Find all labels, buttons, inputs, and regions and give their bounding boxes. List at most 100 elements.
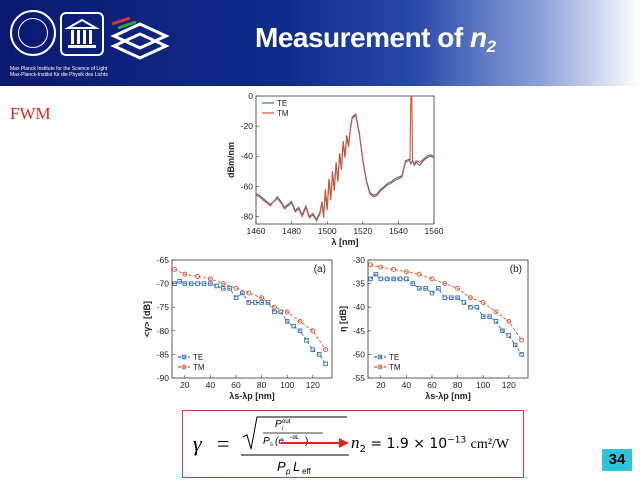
data-point-te bbox=[208, 281, 213, 286]
x-tick-label: 1460 bbox=[247, 226, 266, 236]
legend-label-tm: TM bbox=[389, 363, 401, 372]
plot-area bbox=[255, 95, 435, 225]
gamma-chart-svg: 20 40 60 80 100 120 -65 -70 -75 -80 -85 -90 λs-λp [n… bbox=[142, 255, 333, 401]
x-tick-label: 80 bbox=[257, 380, 267, 390]
data-point-te bbox=[233, 295, 239, 301]
data-point-tm bbox=[207, 276, 213, 282]
y-tick-label: -20 bbox=[241, 121, 254, 131]
data-point-te bbox=[172, 281, 177, 286]
data-point-tm bbox=[455, 285, 461, 291]
data-point-te bbox=[436, 286, 441, 291]
equals-sign: = bbox=[217, 431, 230, 456]
data-point-te bbox=[297, 328, 303, 334]
y-tick-label: -80 bbox=[241, 211, 254, 221]
gamma-fraction: P out i P s (e −αL ) P p L eff bbox=[241, 416, 349, 476]
x-tick-label: 1540 bbox=[389, 226, 408, 236]
data-point-tm bbox=[403, 269, 409, 275]
x-tick-label: 1480 bbox=[282, 226, 301, 236]
gamma-chart: 20 40 60 80 100 120 -65 -70 -75 -80 -85 -90 λs-λp [n… bbox=[140, 254, 338, 408]
exp-sup: −αL bbox=[289, 435, 299, 441]
y-tick-label: -85 bbox=[157, 349, 170, 359]
data-point-te bbox=[373, 271, 378, 277]
y-axis-label: η [dB] bbox=[338, 306, 348, 332]
y-tick-label: -55 bbox=[353, 373, 366, 383]
data-point-te bbox=[284, 319, 290, 324]
x-tick-label: 80 bbox=[453, 380, 463, 390]
legend-label-tm: TM bbox=[193, 363, 205, 372]
x-tick-label: 60 bbox=[231, 380, 241, 390]
series-line-tm bbox=[370, 264, 522, 341]
data-point-te bbox=[265, 300, 271, 305]
y-axis-label: dBm/nm bbox=[226, 142, 236, 178]
data-point-tm bbox=[493, 309, 499, 315]
series-line-te bbox=[370, 273, 522, 355]
x-tick-label: 100 bbox=[476, 380, 490, 390]
legend-label-te: TE bbox=[277, 99, 287, 108]
data-point-tm bbox=[297, 318, 303, 324]
data-point-te bbox=[512, 342, 518, 348]
n2-result: n2 = 1.9 × 10−13 cm²/W bbox=[351, 433, 510, 455]
legend-label-tm: TM bbox=[277, 109, 289, 118]
panel-label: (b) bbox=[510, 264, 522, 275]
y-tick-label: -60 bbox=[241, 181, 254, 191]
denom-p-sub: p bbox=[285, 467, 291, 476]
logo-caption: Max Planck Institute for the Science of … bbox=[10, 66, 108, 78]
x-tick-label: 20 bbox=[376, 380, 386, 390]
data-point-tm bbox=[220, 281, 226, 287]
y-tick-label: -30 bbox=[353, 255, 366, 265]
data-point-te bbox=[246, 300, 252, 305]
legend-label-te: TE bbox=[193, 353, 203, 362]
data-point-te bbox=[500, 328, 505, 334]
mpg-minerva-logo bbox=[10, 10, 56, 56]
waveguide-chip-logo bbox=[110, 16, 170, 60]
data-point-te bbox=[201, 281, 207, 286]
data-point-te bbox=[474, 304, 480, 310]
x-tick-label: 20 bbox=[180, 380, 190, 390]
data-point-tm bbox=[368, 262, 374, 268]
data-point-te bbox=[182, 281, 188, 286]
gamma-symbol: γ bbox=[193, 431, 202, 456]
data-point-tm bbox=[284, 309, 290, 315]
data-point-te bbox=[442, 295, 448, 301]
p-out-sup: out bbox=[282, 419, 291, 425]
data-point-te bbox=[519, 352, 524, 357]
data-point-te bbox=[410, 281, 416, 286]
y-tick-label: -50 bbox=[353, 349, 366, 359]
data-point-te bbox=[188, 281, 194, 286]
data-point-te bbox=[272, 309, 277, 315]
data-point-te bbox=[493, 319, 499, 324]
data-point-tm bbox=[506, 318, 512, 324]
data-point-te bbox=[304, 337, 309, 343]
x-tick-label: 1520 bbox=[353, 226, 372, 236]
data-point-tm bbox=[195, 274, 201, 279]
p-out-sub: i bbox=[282, 426, 284, 432]
legend-marker bbox=[377, 354, 383, 360]
series-line-tm bbox=[255, 95, 435, 223]
data-point-te bbox=[227, 286, 232, 291]
y-tick-label: -35 bbox=[353, 279, 366, 289]
data-point-tm bbox=[246, 290, 252, 296]
data-point-te bbox=[461, 300, 467, 305]
y-tick-label: -90 bbox=[157, 373, 170, 383]
data-point-tm bbox=[259, 295, 265, 301]
x-tick-label: 120 bbox=[502, 380, 516, 390]
page-number: 34 bbox=[602, 449, 632, 471]
legend-marker bbox=[181, 364, 187, 370]
x-axis-label: λ [nm] bbox=[332, 237, 359, 247]
p-s-sub: s bbox=[270, 442, 273, 448]
spectrum-chart: 1460 1480 1500 1520 1540 1560 0 -20 -40 -60 -80 λ [… bbox=[222, 90, 444, 250]
spectrum-chart-svg: 1460 1480 1500 1520 1540 1560 0 -20 -40 -60 -80 λ [… bbox=[226, 91, 444, 247]
legend-marker bbox=[181, 354, 187, 360]
data-point-te bbox=[310, 347, 316, 352]
x-axis-label: λs-λp [nm] bbox=[425, 391, 471, 401]
exp-term: (e bbox=[275, 436, 284, 447]
data-point-te bbox=[316, 352, 322, 357]
y-tick-label: -75 bbox=[157, 302, 170, 312]
section-label: FWM bbox=[10, 104, 51, 123]
data-point-te bbox=[506, 333, 512, 338]
series-line-tm bbox=[174, 268, 326, 350]
data-point-tm bbox=[442, 281, 448, 287]
data-point-te bbox=[448, 295, 454, 301]
y-tick-label: -80 bbox=[157, 326, 170, 336]
x-tick-label: 1560 bbox=[425, 226, 444, 236]
